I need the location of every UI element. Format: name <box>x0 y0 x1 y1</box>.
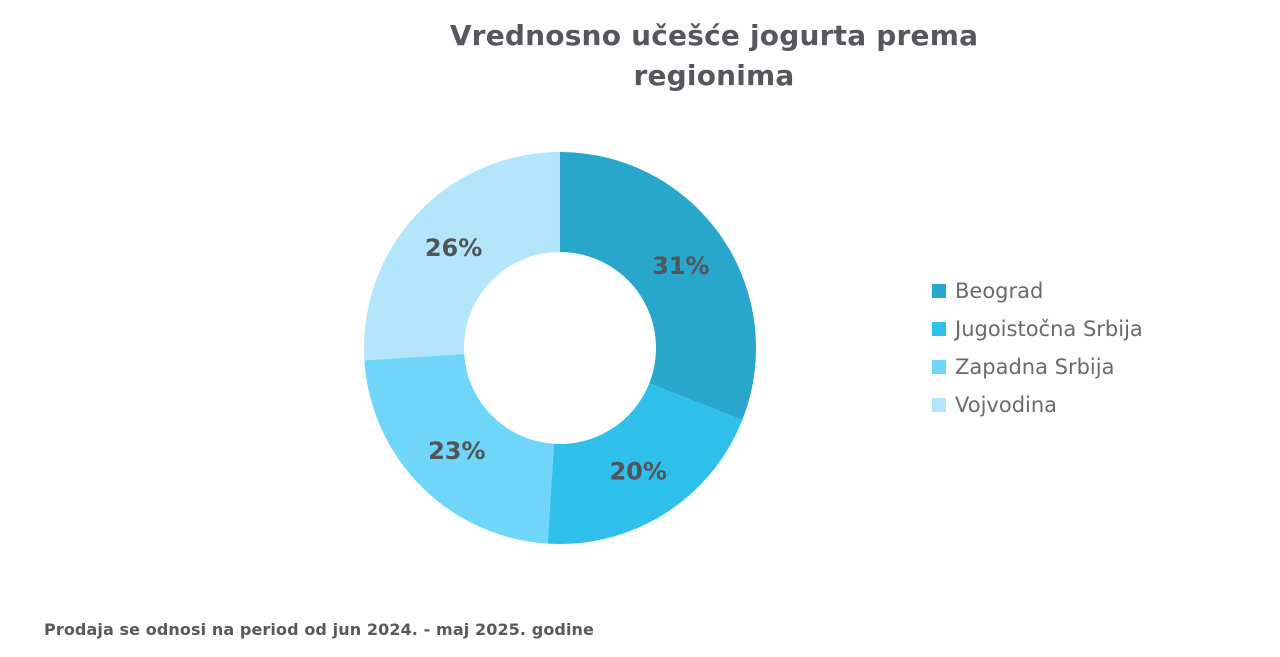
legend-item-2: Jugoistočna Srbija <box>932 310 1143 348</box>
donut-slice-3 <box>364 354 554 544</box>
legend-label: Vojvodina <box>955 393 1058 417</box>
slice-label-1: 31% <box>652 252 709 280</box>
slice-label-3: 23% <box>428 437 485 465</box>
slice-label-4: 26% <box>425 234 482 262</box>
legend-label: Beograd <box>955 279 1044 303</box>
donut-slice-1 <box>560 152 757 421</box>
legend-item-1: Beograd <box>932 272 1143 310</box>
donut-slice-4 <box>364 152 560 361</box>
donut-chart: 31% 20% 23% 26% <box>364 152 757 544</box>
legend-marker-icon <box>932 398 946 412</box>
legend-label: Zapadna Srbija <box>955 355 1115 379</box>
chart-title: Vrednosno učešće jogurta prema regionima <box>449 19 979 92</box>
legend-marker-icon <box>932 322 946 336</box>
legend-item-4: Vojvodina <box>932 386 1143 424</box>
chart-footnote: Prodaja se odnosi na period od jun 2024.… <box>44 620 594 639</box>
slice-label-2: 20% <box>609 457 666 485</box>
legend-label: Jugoistočna Srbija <box>955 317 1143 341</box>
donut-slice-2 <box>547 383 743 544</box>
legend-marker-icon <box>932 360 946 374</box>
legend-item-3: Zapadna Srbija <box>932 348 1143 386</box>
legend-marker-icon <box>932 284 946 298</box>
chart-legend: Beograd Jugoistočna Srbija Zapadna Srbija V… <box>932 272 1143 424</box>
